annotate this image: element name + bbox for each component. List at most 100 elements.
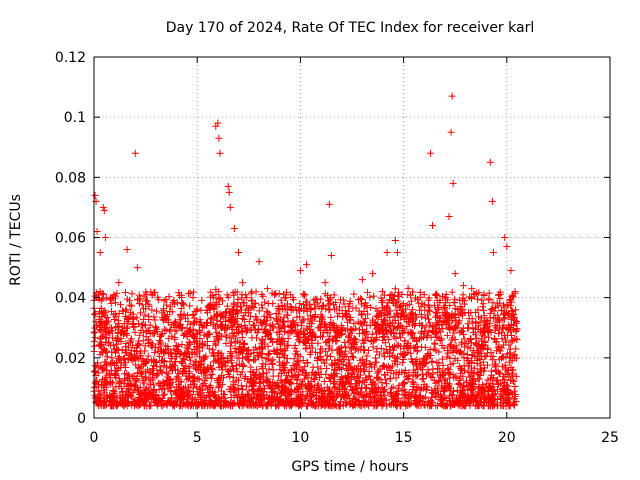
data-point [272, 309, 280, 317]
data-point [180, 301, 188, 309]
data-point [386, 375, 394, 383]
data-point [445, 212, 453, 220]
data-point [128, 393, 136, 401]
data-point [131, 382, 139, 390]
data-point [283, 355, 291, 363]
data-point [125, 343, 133, 351]
data-point [116, 398, 124, 406]
data-point [277, 386, 285, 394]
data-point [129, 320, 137, 328]
data-point [285, 386, 293, 394]
data-point [279, 362, 287, 370]
data-point [191, 399, 199, 407]
data-point [394, 292, 402, 300]
data-point [259, 370, 267, 378]
data-point [331, 384, 339, 392]
data-point [91, 191, 99, 199]
data-point [241, 321, 249, 329]
data-point [207, 314, 215, 322]
data-point [129, 373, 137, 381]
data-point [226, 352, 234, 360]
data-point [104, 317, 112, 325]
data-point [220, 390, 228, 398]
data-point [394, 324, 402, 332]
data-point [417, 364, 425, 372]
data-point [429, 323, 437, 331]
data-point [124, 371, 132, 379]
data-point [341, 386, 349, 394]
data-point [409, 386, 417, 394]
data-point [448, 288, 456, 296]
data-point [166, 327, 174, 335]
data-point [389, 291, 397, 299]
data-point [480, 399, 488, 407]
data-point [436, 336, 444, 344]
data-point [135, 398, 143, 406]
data-point [492, 377, 500, 385]
y-tick-label: 0.1 [64, 110, 86, 126]
data-point [383, 380, 391, 388]
data-point [413, 401, 421, 409]
data-point [393, 342, 401, 350]
data-point [411, 322, 419, 330]
data-point [441, 393, 449, 401]
data-point [238, 391, 246, 399]
data-point [391, 353, 399, 361]
data-point [347, 383, 355, 391]
data-point [500, 373, 508, 381]
data-point [434, 306, 442, 314]
data-point [477, 327, 485, 335]
data-point [432, 324, 440, 332]
data-point [375, 328, 383, 336]
data-point [384, 348, 392, 356]
data-point [431, 291, 439, 299]
data-point [401, 351, 409, 359]
data-point [398, 368, 406, 376]
data-point [264, 375, 272, 383]
data-point [409, 288, 417, 296]
data-point [338, 358, 346, 366]
data-point [297, 327, 305, 335]
data-point [468, 318, 476, 326]
data-point [424, 351, 432, 359]
data-point [287, 394, 295, 402]
data-point [208, 315, 216, 323]
data-point [362, 357, 370, 365]
data-point [361, 299, 369, 307]
data-point [308, 339, 316, 347]
data-point [511, 354, 519, 362]
data-point [287, 322, 295, 330]
data-point [343, 310, 351, 318]
data-point [407, 342, 415, 350]
data-point [473, 348, 481, 356]
data-point [247, 297, 255, 305]
data-point [295, 385, 303, 393]
data-point [394, 311, 402, 319]
data-point [456, 375, 464, 383]
data-point [267, 336, 275, 344]
data-point [126, 351, 134, 359]
data-point [368, 336, 376, 344]
data-point [281, 328, 289, 336]
data-point [482, 316, 490, 324]
data-point [238, 306, 246, 314]
data-point [369, 316, 377, 324]
data-point [296, 334, 304, 342]
data-point [433, 309, 441, 317]
data-point [336, 344, 344, 352]
data-point [468, 351, 476, 359]
data-point [350, 354, 358, 362]
data-point [451, 336, 459, 344]
data-point [483, 323, 491, 331]
data-point [234, 394, 242, 402]
data-point [394, 313, 402, 321]
data-point [502, 400, 510, 408]
data-point [436, 373, 444, 381]
data-point [100, 386, 108, 394]
data-point [445, 366, 453, 374]
data-point [409, 371, 417, 379]
data-point [443, 296, 451, 304]
data-point [273, 315, 281, 323]
data-point [451, 270, 459, 278]
data-point [294, 371, 302, 379]
